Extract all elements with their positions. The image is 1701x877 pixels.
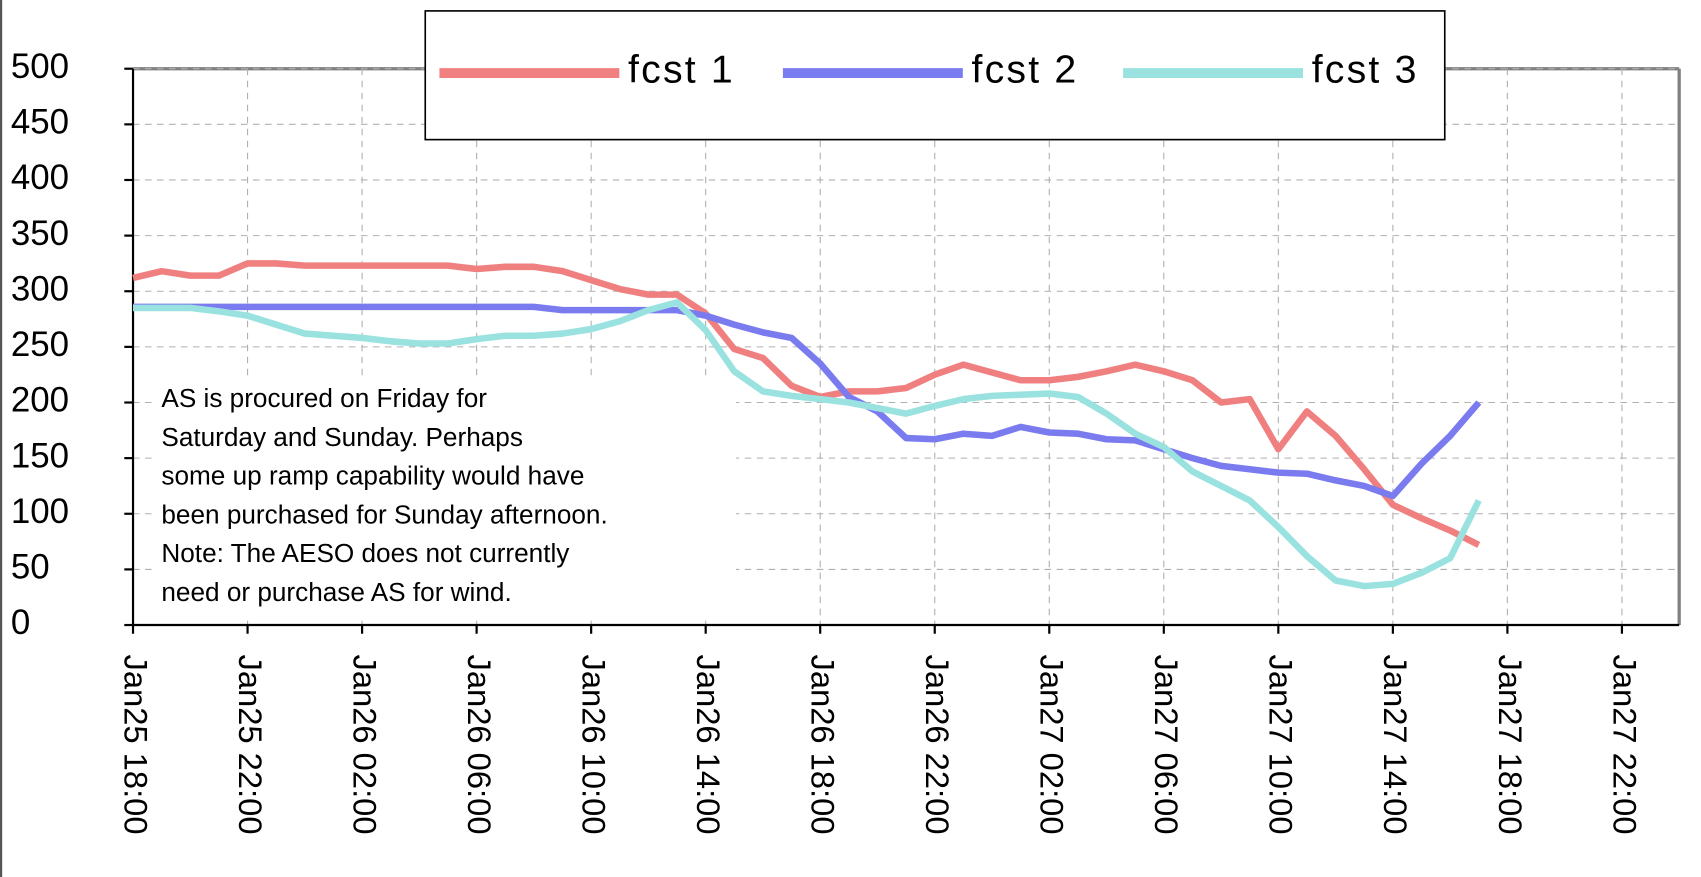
annotation-box bbox=[152, 376, 737, 617]
annotation: need or purchase AS for wind. bbox=[161, 577, 511, 607]
x-tick-label: Jan26 14:00 bbox=[690, 654, 727, 834]
x-tick-label: Jan26 22:00 bbox=[919, 654, 956, 834]
legend-label: fcst 1 bbox=[628, 47, 735, 91]
y-tick-label: 300 bbox=[11, 269, 69, 308]
annotation: some up ramp capability would have bbox=[161, 461, 584, 491]
x-tick-label: Jan27 22:00 bbox=[1606, 654, 1643, 834]
x-tick-label: Jan27 10:00 bbox=[1263, 654, 1300, 834]
y-tick-label: 0 bbox=[11, 603, 30, 642]
y-tick-label: 200 bbox=[11, 381, 69, 420]
x-tick-label: Jan27 18:00 bbox=[1492, 654, 1529, 834]
y-tick-label: 400 bbox=[11, 158, 69, 197]
x-tick-label: Jan26 06:00 bbox=[461, 654, 498, 834]
x-tick-label: Jan26 10:00 bbox=[576, 654, 613, 834]
page-edge bbox=[0, 0, 3, 877]
legend-label: fcst 2 bbox=[972, 47, 1079, 91]
annotation: been purchased for Sunday afternoon. bbox=[161, 499, 607, 529]
x-tick-label: Jan27 14:00 bbox=[1377, 654, 1414, 834]
y-tick-label: 500 bbox=[11, 47, 69, 86]
y-tick-label: 250 bbox=[11, 325, 69, 364]
x-tick-label: Jan27 06:00 bbox=[1148, 654, 1185, 834]
y-tick-label: 50 bbox=[11, 548, 50, 587]
x-tick-label: Jan25 18:00 bbox=[117, 654, 154, 834]
legend-label: fcst 3 bbox=[1312, 47, 1419, 91]
x-tick-label: Jan27 02:00 bbox=[1034, 654, 1071, 834]
series-line bbox=[133, 303, 1482, 500]
y-tick-label: 100 bbox=[11, 492, 69, 531]
annotation: Note: The AESO does not currently bbox=[161, 538, 570, 568]
y-tick-label: 150 bbox=[11, 436, 69, 475]
series-line bbox=[132, 260, 1481, 548]
annotation: AS is procured on Friday for bbox=[161, 383, 487, 413]
x-tick-label: Jan26 18:00 bbox=[805, 654, 842, 834]
series-line bbox=[133, 299, 1482, 590]
x-tick-label: Jan26 02:00 bbox=[346, 654, 383, 834]
x-tick-label: Jan25 22:00 bbox=[232, 654, 269, 834]
y-tick-label: 450 bbox=[11, 103, 69, 142]
annotation: Saturday and Sunday. Perhaps bbox=[161, 422, 523, 452]
y-tick-label: 350 bbox=[11, 214, 69, 253]
